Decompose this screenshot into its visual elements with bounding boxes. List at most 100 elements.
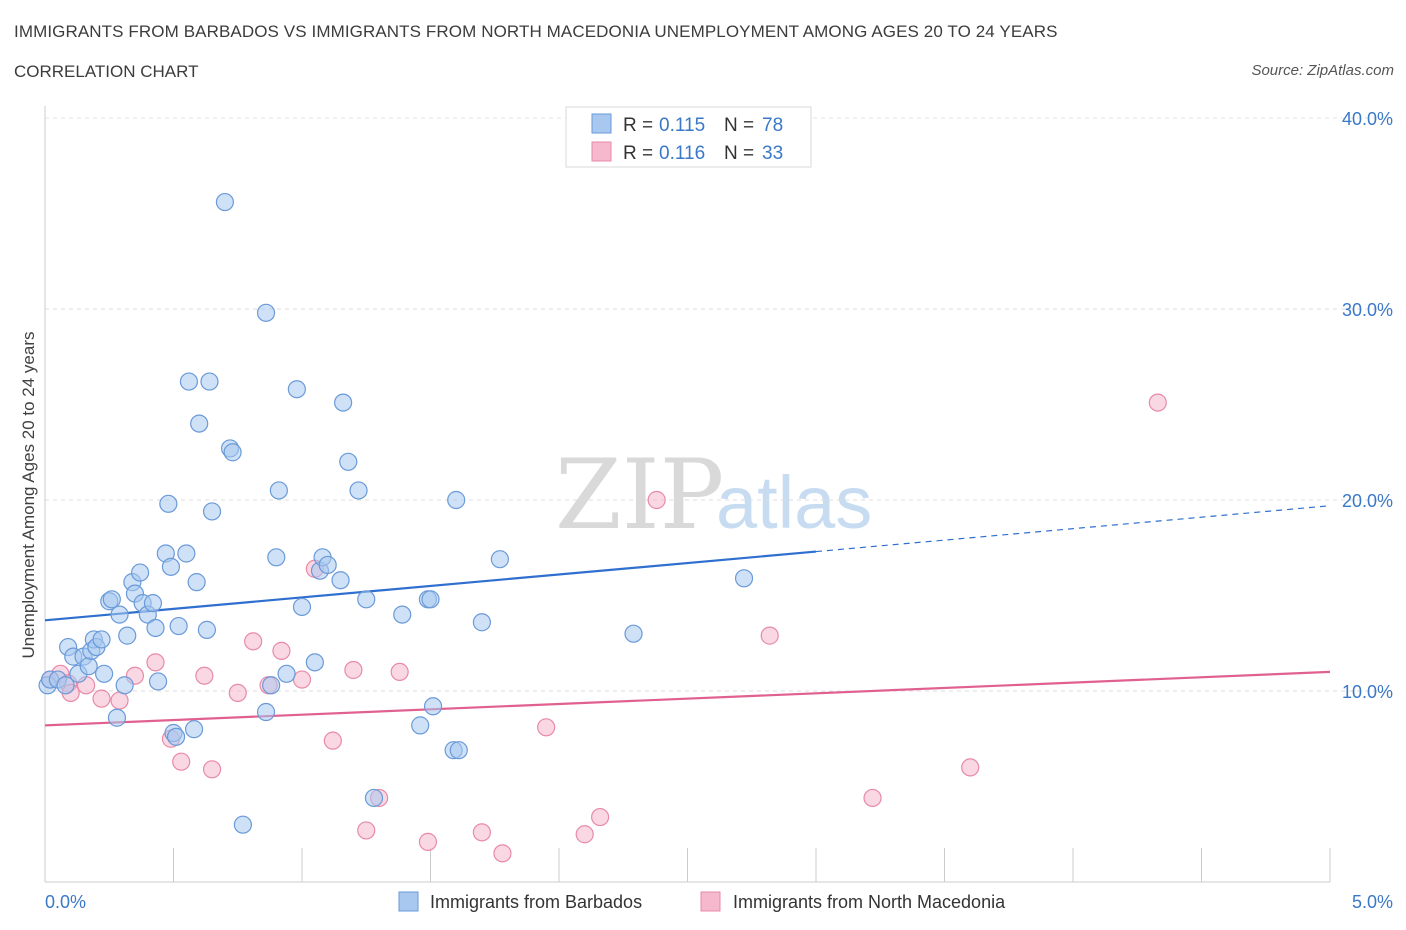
point-macedonia — [472, 823, 491, 842]
point-macedonia — [863, 788, 882, 808]
point-macedonia — [344, 660, 363, 680]
x-tick-label: 5.0% — [1352, 892, 1393, 912]
point-barbados — [305, 653, 324, 672]
point-barbados — [292, 597, 312, 617]
point-macedonia — [591, 807, 610, 827]
watermark-zip: ZIP — [555, 439, 724, 551]
correlation-legend: R = 0.115 N = 78 R = 0.116 N = 33 — [565, 106, 812, 168]
point-barbados — [318, 555, 337, 575]
bottom-legend-label-macedonia: Immigrants from North Macedonia — [733, 892, 1006, 912]
point-macedonia — [228, 683, 247, 703]
point-macedonia — [647, 490, 666, 510]
point-barbados — [187, 573, 206, 592]
point-barbados — [159, 494, 178, 513]
legend-n-value-barbados: 78 — [762, 115, 783, 136]
point-barbados — [118, 626, 137, 645]
point-macedonia — [195, 666, 214, 685]
point-macedonia — [202, 760, 222, 779]
point-macedonia — [323, 731, 342, 750]
legend-swatch-barbados — [591, 113, 612, 134]
y-axis-title: Unemployment Among Ages 20 to 24 years — [19, 332, 38, 659]
point-barbados — [287, 380, 306, 399]
point-macedonia — [110, 691, 129, 710]
grid-lines — [45, 117, 1390, 692]
point-barbados — [421, 590, 440, 609]
point-barbados — [169, 616, 188, 636]
point-macedonia — [961, 758, 980, 777]
point-barbados — [449, 741, 468, 760]
point-barbados — [490, 550, 509, 569]
series-legend: Immigrants from Barbados Immigrants from… — [398, 891, 1006, 912]
legend-n-label-barbados: N = — [724, 115, 754, 136]
chart-title: IMMIGRANTS FROM BARBADOS VS IMMIGRANTS F… — [14, 22, 1058, 41]
point-macedonia — [272, 641, 291, 660]
point-barbados — [56, 676, 75, 695]
point-macedonia — [493, 844, 512, 863]
legend-swatch-macedonia — [591, 141, 612, 162]
point-macedonia — [244, 632, 263, 651]
point-barbados — [256, 303, 276, 322]
point-macedonia — [537, 718, 556, 737]
legend-n-value-macedonia: 33 — [762, 143, 783, 164]
point-barbados — [233, 815, 252, 834]
legend-n-label-macedonia: N = — [724, 143, 754, 164]
point-barbados — [130, 563, 150, 582]
x-tick-label: 0.0% — [45, 892, 86, 912]
point-barbados — [331, 571, 350, 590]
data-points — [38, 192, 1167, 863]
legend-r-value-macedonia: 0.116 — [659, 143, 705, 164]
point-barbados — [267, 548, 286, 567]
point-barbados — [95, 664, 114, 683]
point-barbados — [177, 544, 196, 563]
legend-r-value-barbados: 0.115 — [659, 115, 705, 136]
trend-line-barbados-extension — [815, 505, 1331, 553]
point-barbados — [190, 414, 209, 433]
point-macedonia — [172, 752, 191, 771]
point-macedonia — [357, 821, 376, 840]
point-barbados — [277, 664, 296, 683]
point-barbados — [339, 452, 358, 471]
point-macedonia — [1148, 393, 1167, 412]
bottom-legend-swatch-barbados — [398, 891, 419, 912]
point-macedonia — [390, 662, 409, 682]
point-barbados — [102, 590, 121, 609]
point-barbados — [349, 481, 368, 500]
point-barbados — [79, 657, 98, 676]
point-barbados — [110, 605, 129, 624]
point-barbados — [197, 620, 217, 639]
point-macedonia — [575, 825, 594, 844]
point-barbados — [364, 788, 384, 808]
y-tick-label: 10.0% — [1342, 682, 1393, 702]
point-macedonia — [146, 653, 165, 672]
legend-r-label-barbados: R = — [623, 115, 653, 136]
point-barbados — [115, 676, 134, 695]
point-barbados — [423, 697, 443, 716]
axes — [44, 106, 1331, 883]
point-barbados — [143, 594, 163, 613]
y-tick-label: 40.0% — [1342, 109, 1393, 129]
chart-subtitle: CORRELATION CHART — [14, 62, 199, 81]
point-barbados — [393, 605, 412, 624]
point-barbados — [223, 443, 242, 462]
point-macedonia — [92, 689, 111, 708]
bottom-legend-swatch-macedonia — [700, 891, 721, 912]
y-tick-label: 30.0% — [1342, 300, 1393, 320]
point-barbados — [472, 613, 491, 632]
trend-line-barbados — [44, 550, 817, 622]
point-barbados — [269, 481, 288, 500]
point-barbados — [262, 676, 281, 695]
point-barbados — [256, 702, 276, 722]
legend-r-label-macedonia: R = — [623, 143, 653, 164]
point-barbados — [447, 490, 466, 510]
point-macedonia — [760, 626, 779, 645]
point-barbados — [734, 569, 754, 588]
point-barbados — [166, 727, 186, 746]
point-barbados — [179, 372, 199, 391]
point-barbados — [92, 630, 111, 649]
point-barbados — [357, 590, 376, 609]
point-barbados — [202, 502, 222, 521]
watermark: ZIP atlas — [555, 439, 872, 551]
point-barbados — [200, 372, 219, 391]
point-barbados — [146, 618, 165, 638]
